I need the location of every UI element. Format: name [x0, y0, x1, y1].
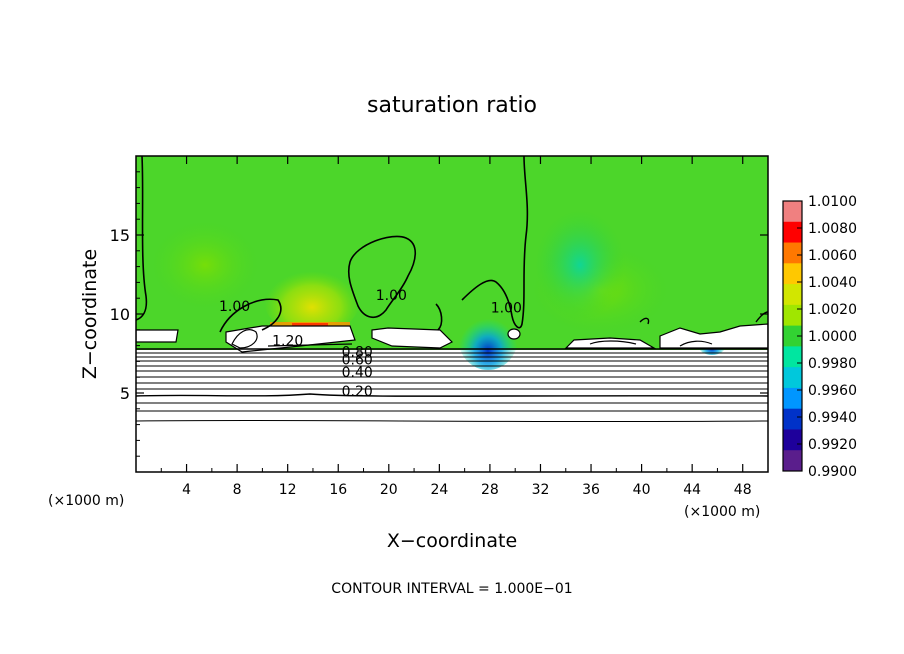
contour-label: 1.00 — [491, 300, 522, 316]
colorbar-segment — [783, 325, 802, 347]
colorbar-tick-label: 0.9960 — [808, 383, 857, 399]
contour-line-1-00 — [219, 298, 282, 333]
y-tick-label: 5 — [120, 384, 130, 403]
x-tick-label: 48 — [734, 482, 752, 498]
colorbar-segment — [783, 263, 802, 285]
cloud-region — [371, 327, 454, 349]
contour-label: 1.20 — [272, 334, 303, 350]
contour-label: 1.00 — [376, 288, 407, 304]
colorbar-segment — [783, 346, 802, 368]
plot-area — [136, 156, 768, 472]
field-red-edge — [292, 323, 328, 326]
x-units-label-left: (×1000 m) — [48, 493, 124, 509]
contour-line-1-00 — [639, 317, 650, 325]
cloud-region — [564, 337, 657, 349]
x-units-label-right: (×1000 m) — [684, 504, 760, 520]
colorbar-tick-label: 1.0020 — [808, 302, 857, 318]
colorbar-tick-label: 1.0060 — [808, 248, 857, 264]
y-axis-ticks: 5 10 15 — [110, 171, 768, 457]
contour-line-1-20 — [231, 329, 258, 349]
contour-line-1-00 — [136, 156, 148, 321]
contour-label: 0.20 — [342, 384, 373, 400]
y-axis-title: Z−coordinate — [79, 249, 101, 379]
contour-line-1-20 — [679, 340, 713, 347]
x-axis-ticks: 4 8 12 16 20 24 28 32 36 40 44 48 — [160, 156, 752, 498]
colorbar: 1.0100 1.0080 1.0060 1.0040 1.0020 1.0000 0.99… — [782, 194, 857, 480]
contour-line-1-20 — [589, 340, 637, 345]
colorbar-segment — [783, 367, 802, 389]
cloud-region — [136, 329, 179, 343]
colorbar-segment — [783, 387, 802, 410]
contour-line-1-20 — [267, 343, 353, 347]
contour-label: 1.00 — [219, 299, 250, 315]
colorbar-tick-label: 0.9920 — [808, 437, 857, 453]
x-tick-label: 16 — [329, 482, 347, 498]
x-tick-label: 40 — [633, 482, 651, 498]
colorbar-segment — [783, 221, 802, 244]
field-cyan-region — [535, 210, 625, 320]
colorbar-tick-label: 1.0040 — [808, 275, 857, 291]
cloud-region — [225, 325, 356, 353]
colorbar-segment — [783, 284, 802, 306]
colorbar-tick-label: 1.0000 — [808, 329, 857, 345]
contour-labels: 1.00 1.00 1.00 1.20 0.800.600.40 0.20 — [219, 288, 522, 400]
x-tick-label: 36 — [582, 482, 600, 498]
contour-label: 0.80 — [342, 345, 373, 361]
x-tick-label: 24 — [430, 482, 448, 498]
contour-line-1-00 — [461, 156, 529, 329]
cloud-region — [659, 323, 768, 349]
colorbar-tick-label: 0.9940 — [808, 410, 857, 426]
y-tick-label: 10 — [110, 305, 130, 324]
colorbar-tick-label: 0.9980 — [808, 356, 857, 372]
chart-title: saturation ratio — [367, 93, 537, 118]
colorbar-tick-label: 1.0100 — [808, 194, 857, 210]
x-tick-label: 28 — [481, 482, 499, 498]
x-tick-label: 44 — [683, 482, 701, 498]
colorbar-segment — [783, 201, 802, 223]
x-tick-label: 20 — [380, 482, 398, 498]
colorbar-segment — [783, 429, 802, 451]
colorbar-segment — [783, 304, 802, 327]
colorbar-segment — [783, 408, 802, 430]
contour-line-1-00 — [347, 235, 417, 318]
colorbar-tick-label: 0.9900 — [808, 464, 857, 480]
field-blue-region — [458, 306, 518, 370]
x-tick-label: 32 — [532, 482, 550, 498]
field-yellow-region — [264, 264, 360, 336]
x-tick-label: 4 — [182, 482, 191, 498]
x-tick-label: 8 — [233, 482, 242, 498]
contour-label: 0.60 — [342, 353, 373, 369]
contour-interval-footer: CONTOUR INTERVAL = 1.000E−01 — [331, 581, 572, 597]
colorbar-tick-label: 1.0080 — [808, 221, 857, 237]
colorbar-segment — [783, 242, 802, 264]
field-lime-region — [150, 220, 260, 310]
horizontal-contour-stack — [136, 348, 768, 423]
x-tick-label: 12 — [279, 482, 297, 498]
contour-line-1-00 — [435, 303, 443, 331]
x-axis-title: X−coordinate — [387, 530, 517, 552]
contour-label: 0.40 — [342, 365, 373, 381]
colorbar-segment — [783, 450, 802, 472]
cloud-region — [507, 328, 521, 340]
y-tick-label: 15 — [110, 226, 130, 245]
